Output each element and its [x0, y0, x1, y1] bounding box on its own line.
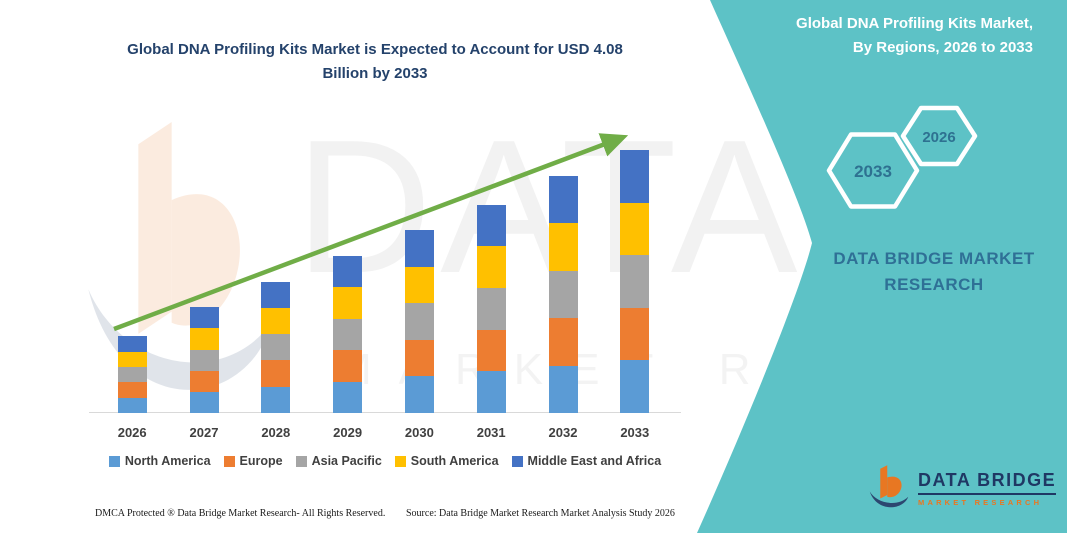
bar-segment-asia-pacific-2030 — [404, 303, 434, 340]
x-axis-label-2031: 2031 — [476, 425, 506, 440]
x-axis-label-2027: 2027 — [189, 425, 219, 440]
bar-segment-south-america-2033 — [620, 202, 650, 256]
bar-segment-europe-2031 — [476, 329, 506, 372]
bar-segment-europe-2030 — [404, 339, 434, 377]
bar-segment-asia-pacific-2026 — [117, 366, 147, 383]
bar-segment-middle-east-and-africa-2032 — [548, 175, 578, 224]
panel-title: Global DNA Profiling Kits Market, By Reg… — [713, 12, 1033, 60]
bar-segment-europe-2029 — [333, 350, 363, 382]
bar-segment-asia-pacific-2028 — [261, 334, 291, 361]
bar-segment-north-america-2032 — [548, 365, 578, 413]
bar-segment-north-america-2028 — [261, 386, 291, 413]
bar-segment-north-america-2030 — [404, 376, 434, 413]
stacked-bar-2026 — [117, 336, 147, 413]
legend-swatch-asia-pacific — [295, 455, 307, 467]
stacked-bar-2028 — [261, 281, 291, 413]
hexagon-badges: 2033 2026 — [826, 105, 978, 209]
bar-segment-south-america-2032 — [548, 223, 578, 271]
stacked-bar-2031 — [476, 204, 506, 413]
legend-item-north-america: North America — [108, 454, 211, 468]
legend-item-south-america: South America — [394, 454, 499, 468]
bar-segment-south-america-2031 — [476, 246, 506, 289]
legend-label-asia-pacific: Asia Pacific — [311, 454, 382, 468]
panel-brand-line1: DATA BRIDGE MARKET — [833, 249, 1035, 268]
legend-label-north-america: North America — [124, 454, 211, 468]
bar-segment-south-america-2030 — [404, 266, 434, 304]
legend-swatch-south-america — [394, 455, 406, 467]
bar-segment-middle-east-and-africa-2027 — [189, 307, 219, 329]
footer-dmca-text: DMCA Protected ® Data Bridge Market Rese… — [95, 508, 386, 519]
bar-segment-asia-pacific-2031 — [476, 288, 506, 330]
bar-segment-north-america-2027 — [189, 391, 219, 413]
bar-segment-asia-pacific-2029 — [333, 318, 363, 351]
legend-swatch-north-america — [108, 455, 120, 467]
bar-segment-asia-pacific-2032 — [548, 270, 578, 319]
panel-brand-text: DATA BRIDGE MARKET RESEARCH — [828, 246, 1040, 297]
legend-item-asia-pacific: Asia Pacific — [295, 454, 382, 468]
legend-swatch-middle-east-and-africa — [511, 455, 523, 467]
bar-segment-asia-pacific-2033 — [620, 255, 650, 308]
bar-segment-south-america-2028 — [261, 307, 291, 335]
stacked-bar-2030 — [404, 230, 434, 413]
x-axis-label-2032: 2032 — [548, 425, 578, 440]
x-axis-label-2026: 2026 — [117, 425, 147, 440]
chart-legend: North America Europe Asia Pacific South Ame… — [88, 454, 682, 468]
legend-item-middle-east-and-africa: Middle East and Africa — [511, 454, 662, 468]
stacked-bar-2029 — [333, 255, 363, 413]
bar-segment-middle-east-and-africa-2029 — [333, 255, 363, 288]
x-axis-line — [89, 412, 681, 413]
dbmr-logo: DATA BRIDGE MARKET RESEARCH — [868, 464, 1057, 512]
legend-label-middle-east-and-africa: Middle East and Africa — [527, 454, 662, 468]
dbmr-logo-tagline: MARKET RESEARCH — [918, 497, 1043, 507]
stacked-bar-2032 — [548, 175, 578, 413]
legend-label-europe: Europe — [239, 454, 283, 468]
bar-segment-europe-2027 — [189, 370, 219, 392]
bar-segment-north-america-2033 — [620, 360, 650, 413]
legend-label-south-america: South America — [410, 454, 499, 468]
bar-segment-south-america-2026 — [117, 351, 147, 367]
bar-segment-europe-2032 — [548, 318, 578, 366]
bar-segment-europe-2033 — [620, 307, 650, 361]
bar-segment-south-america-2029 — [333, 287, 363, 319]
stacked-bar-2033 — [620, 150, 650, 413]
dbmr-logo-name: DATA BRIDGE — [918, 470, 1057, 495]
bar-segment-middle-east-and-africa-2026 — [117, 336, 147, 352]
bar-segment-middle-east-and-africa-2033 — [620, 150, 650, 203]
bar-segment-asia-pacific-2027 — [189, 349, 219, 371]
plot-area: 2026 2027 2028 2029 2030 2031 2032 2033 — [85, 110, 695, 440]
hexagon-2026-label: 2026 — [922, 129, 955, 146]
bar-segment-middle-east-and-africa-2028 — [261, 281, 291, 308]
bar-segment-europe-2028 — [261, 360, 291, 387]
bar-segment-south-america-2027 — [189, 328, 219, 350]
x-axis-label-2029: 2029 — [333, 425, 363, 440]
panel-brand-line2: RESEARCH — [884, 274, 984, 294]
hexagon-2033 — [826, 132, 920, 209]
bar-segment-north-america-2031 — [476, 371, 506, 413]
hexagon-2026 — [900, 105, 978, 167]
bar-segment-north-america-2029 — [333, 381, 363, 413]
panel-title-line1: Global DNA Profiling Kits Market, — [796, 15, 1033, 32]
dbmr-logo-icon — [869, 465, 909, 508]
bar-segment-middle-east-and-africa-2030 — [404, 230, 434, 267]
bar-segment-europe-2026 — [117, 382, 147, 398]
bar-segment-north-america-2026 — [117, 397, 147, 413]
x-axis-label-2030: 2030 — [404, 425, 434, 440]
hexagon-2033-label: 2033 — [854, 162, 892, 181]
bar-segment-middle-east-and-africa-2031 — [476, 204, 506, 247]
legend-swatch-europe — [223, 455, 235, 467]
chart-title: Global DNA Profiling Kits Market is Expe… — [127, 41, 623, 82]
dbmr-logo-text: DATA BRIDGE MARKET RESEARCH — [918, 470, 1057, 507]
x-axis-label-2033: 2033 — [620, 425, 650, 440]
footer-source-text: Source: Data Bridge Market Research Mark… — [406, 508, 675, 519]
x-axis-label-2028: 2028 — [261, 425, 291, 440]
panel-title-line2: By Regions, 2026 to 2033 — [852, 39, 1033, 56]
stacked-bar-2027 — [189, 307, 219, 413]
legend-item-europe: Europe — [223, 454, 283, 468]
